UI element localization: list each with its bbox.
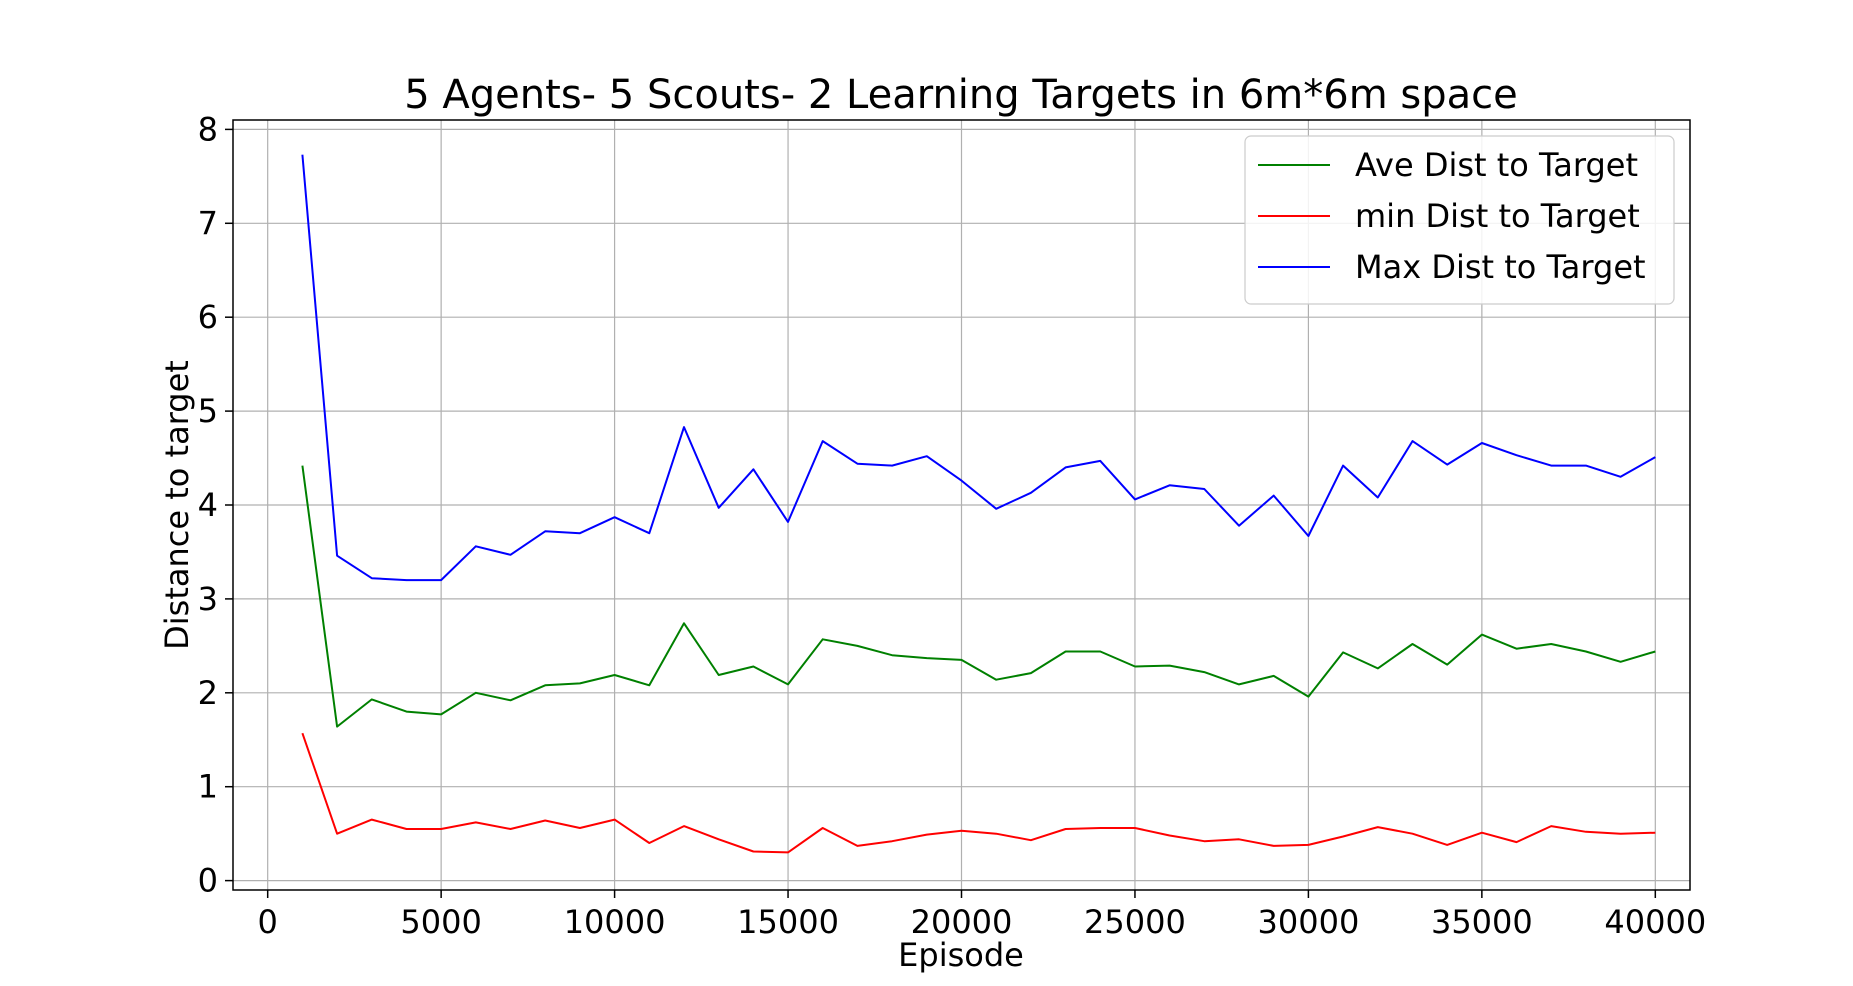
x-tick-label: 10000 xyxy=(564,903,666,941)
x-tick-label: 30000 xyxy=(1258,903,1360,941)
legend-label: Ave Dist to Target xyxy=(1355,146,1638,184)
x-tick-label: 5000 xyxy=(400,903,481,941)
y-tick-label: 8 xyxy=(198,110,218,148)
series-line-1 xyxy=(301,732,1656,854)
y-tick-label: 7 xyxy=(198,204,218,242)
axis-ticks: 0 5000 10000 15000 20000 25000 30000 35000 40000… xyxy=(198,110,1707,941)
y-tick-label: 4 xyxy=(198,486,218,524)
x-tick-label: 0 xyxy=(258,903,278,941)
x-axis-label: Episode xyxy=(898,936,1024,974)
series-line-2 xyxy=(301,154,1656,582)
x-tick-label: 15000 xyxy=(737,903,839,941)
legend-label: min Dist to Target xyxy=(1355,197,1640,235)
y-axis-label: Distance to target xyxy=(158,360,196,650)
series-line-0 xyxy=(301,465,1656,728)
y-tick-label: 0 xyxy=(198,862,218,900)
plot-frame xyxy=(232,119,1691,891)
x-tick-label: 35000 xyxy=(1431,903,1533,941)
y-tick-label: 6 xyxy=(198,298,218,336)
x-tick-label: 25000 xyxy=(1084,903,1186,941)
y-tick-label: 5 xyxy=(198,392,218,430)
legend: Ave Dist to Target min Dist to Target Max … xyxy=(1244,135,1675,305)
legend-box xyxy=(1244,135,1675,305)
y-tick-label: 2 xyxy=(198,674,218,712)
y-tick-label: 1 xyxy=(198,768,218,806)
x-tick-label: 40000 xyxy=(1604,903,1706,941)
chart-title: 5 Agents- 5 Scouts- 2 Learning Targets i… xyxy=(404,72,1518,118)
y-tick-label: 3 xyxy=(198,580,218,618)
legend-label: Max Dist to Target xyxy=(1355,248,1646,286)
series-lines xyxy=(301,154,1656,854)
x-tick-label: 20000 xyxy=(911,903,1013,941)
